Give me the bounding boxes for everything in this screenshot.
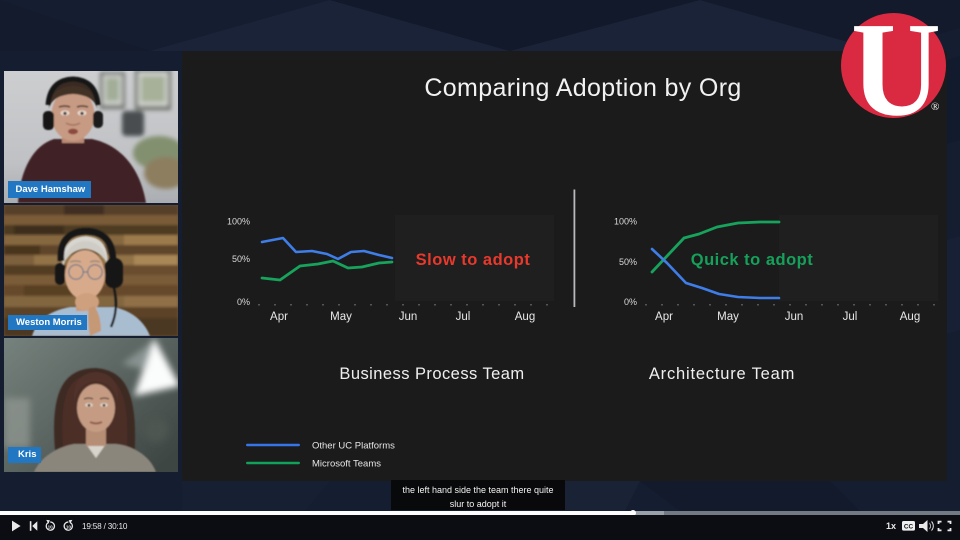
svg-text:CC: CC — [904, 523, 914, 530]
svg-text:Jun: Jun — [399, 311, 418, 323]
svg-text:May: May — [717, 311, 739, 323]
svg-text:Architecture Team: Architecture Team — [649, 365, 795, 383]
svg-text:Aug: Aug — [515, 311, 535, 323]
svg-text:100%: 100% — [227, 217, 250, 227]
svg-text:Apr: Apr — [270, 311, 288, 323]
svg-text:50%: 50% — [619, 257, 637, 267]
svg-text:50%: 50% — [232, 254, 250, 264]
svg-text:May: May — [330, 311, 352, 323]
svg-text:Jul: Jul — [843, 311, 858, 323]
svg-text:19:58 / 30:10: 19:58 / 30:10 — [82, 522, 128, 531]
svg-text:1x: 1x — [886, 521, 896, 531]
svg-text:Quick to adopt: Quick to adopt — [691, 251, 814, 269]
svg-text:Comparing Adoption by Org: Comparing Adoption by Org — [424, 74, 741, 102]
svg-text:0%: 0% — [624, 297, 637, 307]
svg-text:100%: 100% — [614, 217, 637, 227]
svg-text:Slow to adopt: Slow to adopt — [416, 251, 531, 269]
svg-text:Jul: Jul — [456, 311, 471, 323]
svg-text:®: ® — [931, 101, 939, 113]
svg-text:10: 10 — [48, 524, 54, 529]
svg-text:0%: 0% — [237, 297, 250, 307]
svg-text:10: 10 — [66, 524, 72, 529]
svg-text:Other UC Platforms: Other UC Platforms — [312, 441, 395, 452]
svg-text:U: U — [851, 6, 941, 126]
svg-text:Jun: Jun — [785, 311, 804, 323]
svg-text:Aug: Aug — [900, 311, 920, 323]
svg-text:Microsoft Teams: Microsoft Teams — [312, 459, 381, 470]
svg-text:Apr: Apr — [655, 311, 673, 323]
svg-text:Business Process Team: Business Process Team — [339, 365, 524, 383]
